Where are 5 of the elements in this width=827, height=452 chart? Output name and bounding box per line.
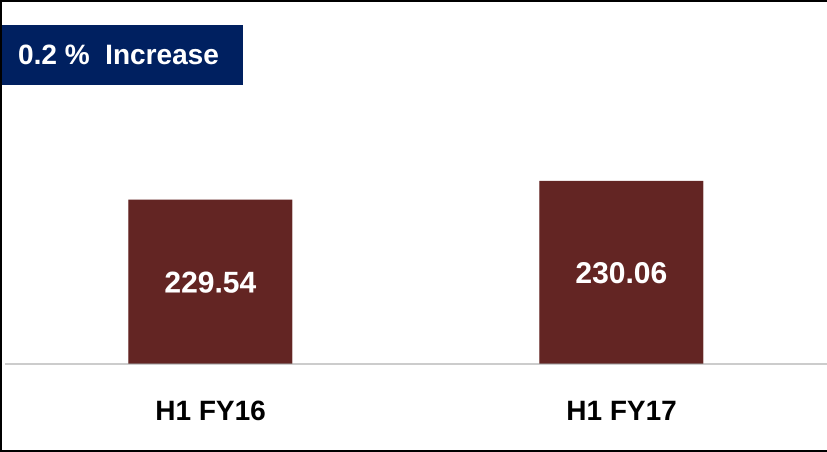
data-label: 230.06 [575, 257, 668, 290]
x-tick-label: H1 FY17 [566, 394, 677, 426]
annotation: 0.2 % Increase [2, 25, 243, 85]
data-label: 229.54 [164, 266, 256, 300]
x-tick-label: H1 FY16 [155, 394, 266, 426]
